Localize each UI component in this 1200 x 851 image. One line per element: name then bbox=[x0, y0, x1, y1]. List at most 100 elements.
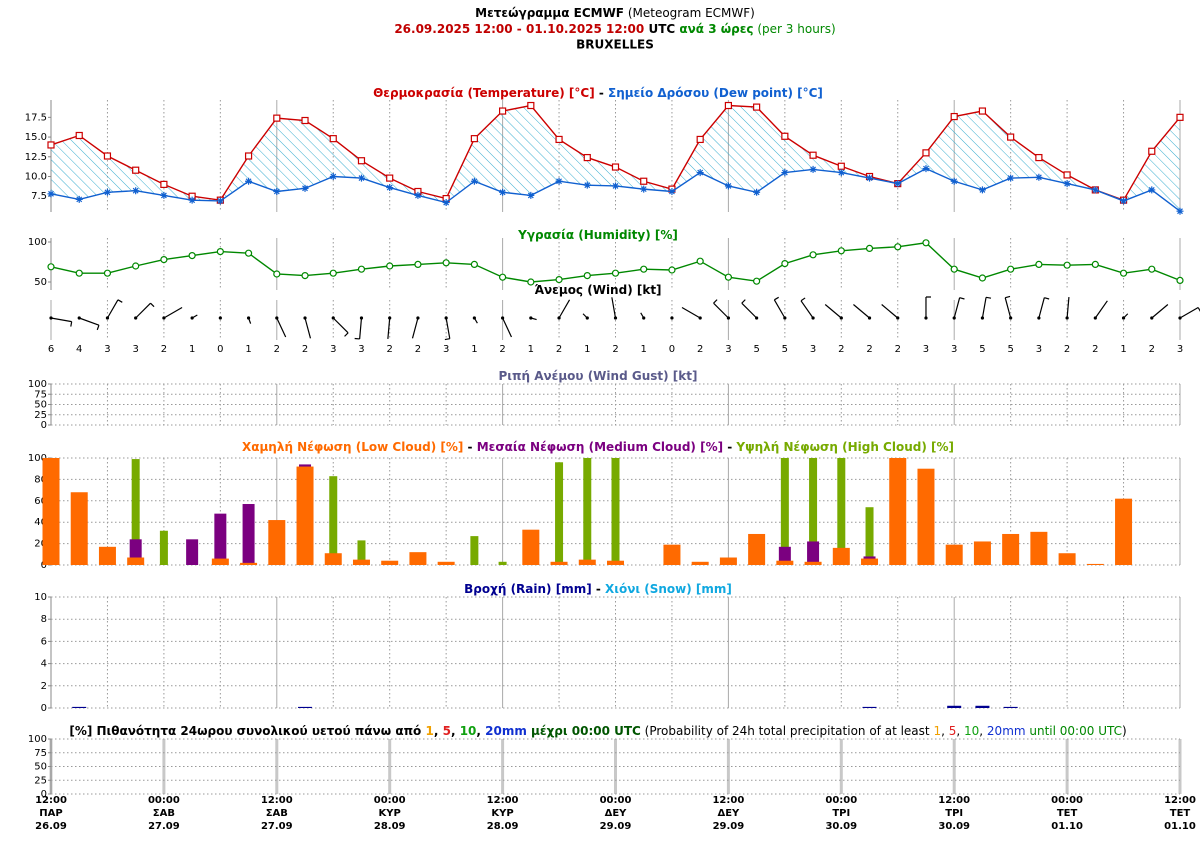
title-part: [%] Πιθανότητα 24ωρου συνολικού υετού πά… bbox=[69, 724, 425, 738]
marker bbox=[668, 266, 676, 274]
title-part: , bbox=[476, 724, 485, 738]
wind-speed-label: 4 bbox=[76, 344, 82, 355]
marker bbox=[1035, 260, 1043, 268]
marker bbox=[724, 101, 733, 110]
wind-barb bbox=[332, 317, 349, 337]
wind-barb bbox=[248, 317, 252, 324]
wind-speed-label: 2 bbox=[274, 344, 280, 355]
marker bbox=[1007, 265, 1015, 273]
marker bbox=[357, 265, 366, 273]
wind-speed-label: 1 bbox=[189, 344, 195, 355]
wind-speed-label: 5 bbox=[782, 344, 788, 355]
title-part: 1 bbox=[425, 724, 433, 738]
y-tick-label: 40 bbox=[34, 517, 47, 528]
wind-speed-label: 3 bbox=[1036, 344, 1042, 355]
wind-barb bbox=[1038, 297, 1050, 319]
y-tick-label: 100 bbox=[28, 453, 47, 464]
marker bbox=[753, 277, 761, 285]
wind-barb bbox=[881, 304, 899, 319]
x-tick-label: 01.10 bbox=[1051, 821, 1083, 832]
marker bbox=[922, 239, 930, 247]
wind-barb bbox=[106, 299, 123, 319]
marker bbox=[1091, 260, 1099, 268]
marker bbox=[245, 177, 253, 185]
wind-barb bbox=[824, 304, 842, 319]
marker bbox=[1176, 113, 1184, 121]
bar bbox=[719, 557, 737, 565]
wind-speed-label: 3 bbox=[104, 344, 110, 355]
title-part: 10 bbox=[460, 724, 477, 738]
bar bbox=[70, 492, 88, 565]
wind-barb bbox=[473, 317, 478, 324]
x-tick-label: 00:00 bbox=[600, 795, 632, 806]
marker bbox=[866, 174, 874, 182]
wind-speed-label: 3 bbox=[810, 344, 816, 355]
title-part: , bbox=[956, 724, 964, 738]
marker bbox=[978, 274, 987, 282]
title: 26.09.2025 12:00 - 01.10.2025 12:00 UTC … bbox=[394, 22, 835, 36]
x-tick-label: ΔΕΥ bbox=[717, 808, 740, 819]
marker bbox=[47, 190, 55, 198]
bar bbox=[663, 544, 681, 565]
title-part: (Probability of 24h total precipitation … bbox=[641, 724, 934, 738]
x-tick-label: ΣΑΒ bbox=[266, 808, 288, 819]
wind-barb bbox=[582, 313, 588, 319]
y-tick-label: 0 bbox=[41, 560, 47, 571]
wind-barb bbox=[925, 296, 931, 318]
marker bbox=[357, 174, 365, 182]
title-part: 26.09.2025 12:00 bbox=[394, 22, 512, 36]
y-tick-label: 0 bbox=[41, 420, 47, 431]
title-part: μέχρι 00:00 UTC bbox=[527, 724, 641, 738]
y-tick-label: 20 bbox=[34, 539, 47, 550]
y-tick-label: 50 bbox=[34, 277, 47, 288]
title-part: 20mm bbox=[485, 724, 527, 738]
marker bbox=[216, 248, 224, 256]
title-part: - bbox=[463, 440, 476, 454]
wind-speed-label: 2 bbox=[1092, 344, 1098, 355]
marker bbox=[865, 244, 874, 252]
wind-speed-label: 3 bbox=[951, 344, 957, 355]
bar bbox=[555, 462, 564, 565]
wind-barb bbox=[411, 317, 419, 339]
wind-barb bbox=[1004, 295, 1012, 319]
x-tick-label: 00:00 bbox=[374, 795, 406, 806]
bar bbox=[832, 547, 850, 565]
marker bbox=[837, 169, 845, 177]
wind-speed-label: 2 bbox=[302, 344, 308, 355]
bar bbox=[211, 558, 229, 565]
panel-title: Άνεμος (Wind) [kt] bbox=[534, 283, 661, 297]
wind-barb bbox=[163, 306, 183, 319]
bar bbox=[947, 705, 962, 708]
bar bbox=[268, 520, 286, 565]
marker bbox=[555, 177, 563, 185]
marker bbox=[1148, 147, 1156, 155]
title-part: 10 bbox=[964, 724, 979, 738]
y-tick-label: 100 bbox=[28, 734, 47, 745]
bar bbox=[837, 458, 846, 565]
y-tick-label: 50 bbox=[34, 762, 47, 773]
bar bbox=[1115, 498, 1133, 565]
y-tick-label: 0 bbox=[41, 703, 47, 714]
panel-title: Θερμοκρασία (Temperature) [°C] - Σημείο … bbox=[373, 86, 823, 100]
y-tick-label: 17.5 bbox=[25, 112, 47, 123]
marker bbox=[75, 269, 83, 277]
wind-speed-label: 3 bbox=[443, 344, 449, 355]
wind-barb bbox=[800, 297, 814, 319]
marker bbox=[978, 186, 986, 194]
bar bbox=[324, 553, 342, 565]
marker bbox=[442, 199, 450, 207]
wind-speed-label: 3 bbox=[330, 344, 336, 355]
x-tick-label: 12:00 bbox=[261, 795, 293, 806]
y-tick-label: 60 bbox=[34, 496, 47, 507]
wind-barb bbox=[981, 296, 992, 319]
bar bbox=[1002, 533, 1020, 565]
marker bbox=[1120, 197, 1128, 205]
x-tick-label: 12:00 bbox=[487, 795, 519, 806]
marker bbox=[978, 107, 987, 115]
wind-speed-label: 3 bbox=[725, 344, 731, 355]
marker bbox=[160, 191, 168, 199]
wind-speed-label: 2 bbox=[697, 344, 703, 355]
x-tick-label: 27.09 bbox=[148, 821, 180, 832]
marker bbox=[47, 263, 55, 271]
wind-dot bbox=[670, 316, 674, 320]
